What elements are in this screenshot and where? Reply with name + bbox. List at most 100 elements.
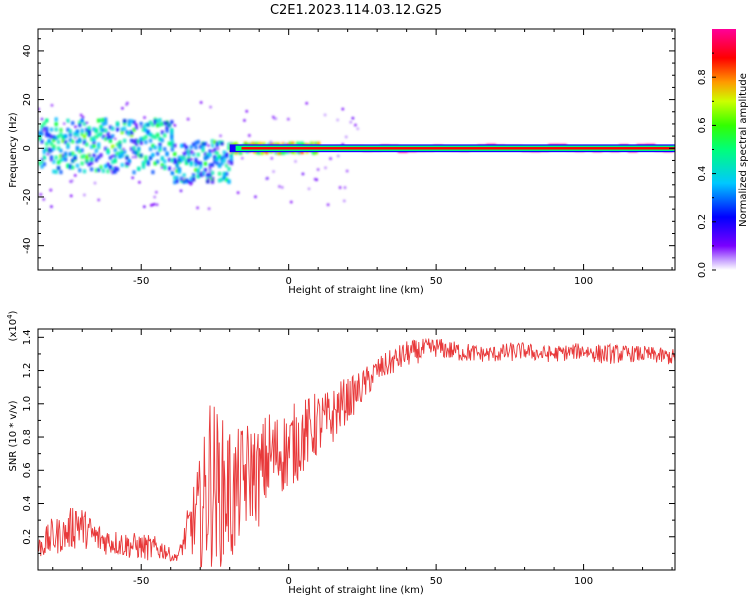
spectrogram-cell [201,170,205,175]
spectrogram-cell [234,142,238,147]
spectrogram-cell [92,127,96,132]
spectrogram-cell [132,120,136,125]
spectrogram-cell [163,147,167,152]
spectrogram-cell [96,142,101,147]
spectrogram-cell [85,131,89,136]
spectrogram-cell [148,147,153,152]
spectrogram-cell [52,137,56,142]
spectrogram-cell [173,143,177,148]
spectrogram-cell [71,165,75,170]
spectrogram-cell [118,140,122,145]
spectrogram-cell [187,149,191,154]
spectrogram-cell [160,138,165,143]
snr-ytick-label: 1.0 [22,396,33,412]
spectrogram-speckle [121,106,124,110]
spectrogram-speckle [179,189,183,193]
spectrogram-cell [45,147,49,152]
spectrogram-cell [68,138,73,143]
spectrogram-cell [108,155,113,160]
spectrogram-cell [206,172,210,177]
spectrogram-cell [49,127,54,132]
spectrogram-cell [312,141,316,146]
spectrogram-cell [59,132,63,137]
spectrogram-cell [59,128,63,133]
spectrogram-speckle [69,194,73,198]
spectrogram-cell [163,164,167,169]
spectrogram-speckle [114,137,117,141]
spectrogram-cell [52,144,56,149]
spectrogram-cell [199,144,203,149]
spectrogram-cell [224,152,229,157]
spectrogram-cell [203,151,208,156]
spectrogram-speckle [344,135,348,139]
spectrogram-cell [220,156,224,161]
colorbar-tick-label: 0.0 [697,262,708,278]
spectrogram-cell [111,159,115,164]
spectrogram-cell [309,141,314,146]
spectrogram-cell [165,151,169,156]
spectrogram-cell [42,148,47,153]
spectrogram-speckle [243,119,246,122]
spectrogram-cell [66,127,70,132]
spectrogram-speckle [345,169,349,173]
spectrogram-speckle [92,141,96,145]
spectrogram-speckle [324,166,327,170]
spectrogram-cell [151,170,155,175]
spectrogram-cell [165,121,169,126]
spectrogram-cell [40,139,44,144]
spectrogram-cell [170,120,174,125]
spectrogram-cell [45,130,49,135]
spectrogram-speckle [173,124,177,127]
spectrogram-ytick-label: 40 [22,45,33,58]
spectrogram-cell [196,174,201,179]
spectrogram-speckle [50,158,53,162]
spectrogram-cell [130,130,134,135]
spectrogram-cell [163,121,167,126]
spectrogram-cell [153,135,157,140]
spectrogram-cell [208,172,212,177]
spectrogram-speckle [219,134,222,138]
spectrogram-cell [227,167,231,172]
spectrogram-cell [182,179,186,184]
spectrogram-cell [71,121,75,126]
spectrogram-cell [139,136,143,141]
spectrogram-speckle [73,136,77,140]
spectrogram-speckle [209,105,212,109]
spectrogram-cell [217,178,222,183]
spectrogram-cell [210,162,215,167]
spectrogram-cell [182,173,186,178]
spectrogram-cell [120,151,124,156]
spectrogram-speckle [85,121,88,125]
spectrogram-cell [224,177,229,182]
spectrogram-cell [54,122,58,127]
spectrogram-cell [191,142,196,147]
spectrogram-cell [120,162,124,167]
spectrogram-speckle [39,193,43,196]
spectrogram-cell [220,161,224,166]
spectrogram-speckle [354,123,357,127]
spectrogram-cell [134,151,139,156]
spectrogram-cell [167,157,172,162]
spectrogram-cell [75,133,80,138]
spectrogram-cell [42,121,47,126]
spectrogram-speckle [111,154,114,158]
spectrogram-cell [189,150,193,155]
spectrogram-cell [113,158,117,163]
spectrogram-cell [137,166,141,171]
spectrogram-cell [184,159,189,164]
spectrogram-speckle [307,187,311,191]
spectrogram-cell [151,153,155,158]
spectrogram-cell [182,156,186,161]
spectrogram-cell [148,138,153,143]
spectrogram-cell [253,142,257,147]
spectrogram-speckle [196,206,199,210]
spectrogram-speckle [270,156,274,160]
spectrogram-cell [194,157,198,162]
spectrogram-xtick-label: 0 [285,276,291,287]
spectrogram-speckle [326,203,330,207]
spectrogram-speckle [97,198,100,202]
spectrogram-cell [63,140,68,145]
spectrogram-cell [260,142,264,147]
spectrogram-cell [137,153,141,158]
spectrogram-speckle [46,153,50,156]
